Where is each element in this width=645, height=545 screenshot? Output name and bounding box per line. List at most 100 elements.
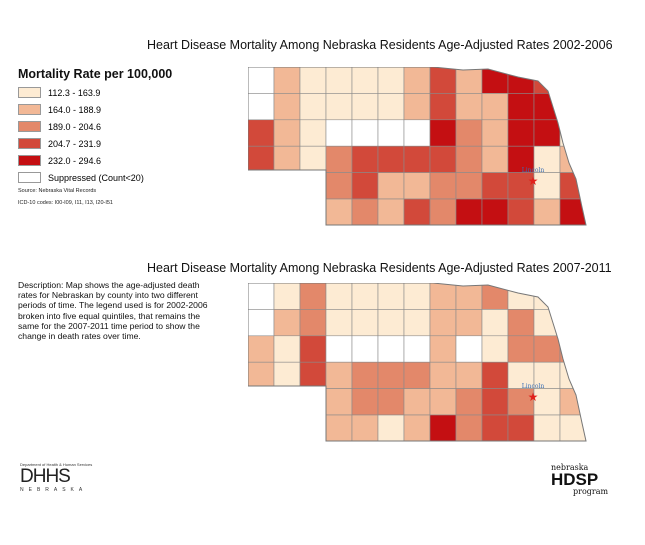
county	[455, 361, 483, 389]
county	[377, 198, 405, 225]
county	[507, 93, 535, 121]
county	[455, 145, 483, 173]
county	[507, 388, 535, 416]
county	[325, 335, 353, 363]
county	[429, 198, 457, 225]
county	[481, 93, 509, 121]
county	[403, 93, 431, 121]
map-title-2002-2006: Heart Disease Mortality Among Nebraska R…	[147, 38, 613, 52]
county	[559, 145, 586, 173]
county	[559, 198, 586, 225]
county	[481, 335, 509, 363]
hdsp-logo: nebraska HDSP program	[551, 463, 623, 496]
county	[377, 388, 405, 416]
county	[559, 361, 586, 389]
county	[559, 414, 586, 441]
county	[377, 309, 405, 337]
legend-item: Suppressed (Count<20)	[18, 171, 144, 184]
county	[559, 388, 586, 416]
county	[351, 172, 379, 200]
county	[481, 119, 509, 147]
county	[325, 145, 353, 173]
county	[455, 283, 483, 310]
county	[325, 283, 353, 310]
county	[455, 335, 483, 363]
county	[248, 93, 275, 121]
county	[533, 145, 561, 173]
state-outline	[248, 283, 587, 442]
county	[429, 335, 457, 363]
county	[299, 335, 327, 363]
county	[351, 93, 379, 121]
county	[299, 119, 327, 147]
county	[429, 361, 457, 389]
county	[429, 67, 457, 94]
legend-label: 189.0 - 204.6	[48, 121, 102, 132]
hdsp-logo-sub: program	[573, 487, 609, 496]
county	[481, 361, 509, 389]
legend-label: Suppressed (Count<20)	[48, 172, 144, 183]
county	[325, 93, 353, 121]
county	[429, 145, 457, 173]
county	[481, 172, 509, 200]
dhhs-logo-sub: NEBRASKA	[20, 487, 88, 493]
county	[273, 283, 301, 310]
legend-title: Mortality Rate per 100,000	[18, 67, 173, 81]
legend-item: 164.0 - 188.9	[18, 103, 101, 116]
county	[377, 361, 405, 389]
county	[507, 361, 535, 389]
county	[299, 145, 327, 173]
county	[429, 119, 457, 147]
county	[248, 283, 275, 310]
county	[403, 119, 431, 147]
county	[559, 283, 586, 310]
county	[403, 414, 431, 441]
county	[248, 145, 275, 173]
county	[533, 119, 561, 147]
county	[507, 335, 535, 363]
county	[325, 119, 353, 147]
county	[507, 67, 535, 94]
county	[273, 309, 301, 337]
county	[507, 198, 535, 225]
county	[377, 172, 405, 200]
legend-swatch	[18, 87, 41, 98]
county	[455, 198, 483, 225]
county	[351, 145, 379, 173]
county	[507, 414, 535, 441]
capital-star-icon: ★	[528, 174, 539, 188]
county	[559, 67, 586, 94]
county	[325, 172, 353, 200]
county	[273, 93, 301, 121]
hdsp-logo-text: HDSP	[551, 470, 599, 489]
county	[507, 145, 535, 173]
county	[403, 388, 431, 416]
county	[533, 335, 561, 363]
county	[403, 145, 431, 173]
county	[455, 388, 483, 416]
county	[377, 335, 405, 363]
county	[325, 388, 353, 416]
state-outline	[248, 67, 587, 226]
legend-item: 204.7 - 231.9	[18, 137, 101, 150]
legend-swatch	[18, 138, 41, 149]
county	[299, 361, 327, 389]
county	[481, 388, 509, 416]
legend-label: 204.7 - 231.9	[48, 138, 102, 149]
county	[403, 361, 431, 389]
legend-swatch	[18, 121, 41, 132]
map-2002-2006: ★Lincoln	[248, 67, 587, 226]
county	[559, 335, 586, 363]
legend-swatch	[18, 172, 41, 183]
county	[351, 67, 379, 94]
county	[248, 67, 275, 94]
county	[351, 119, 379, 147]
legend-item: 189.0 - 204.6	[18, 120, 101, 133]
county	[455, 67, 483, 94]
county	[377, 414, 405, 441]
county	[507, 283, 535, 310]
city-label-lincoln: Lincoln	[522, 383, 545, 390]
dhhs-logo-text: DHHS	[20, 466, 71, 487]
county	[481, 309, 509, 337]
county	[351, 388, 379, 416]
